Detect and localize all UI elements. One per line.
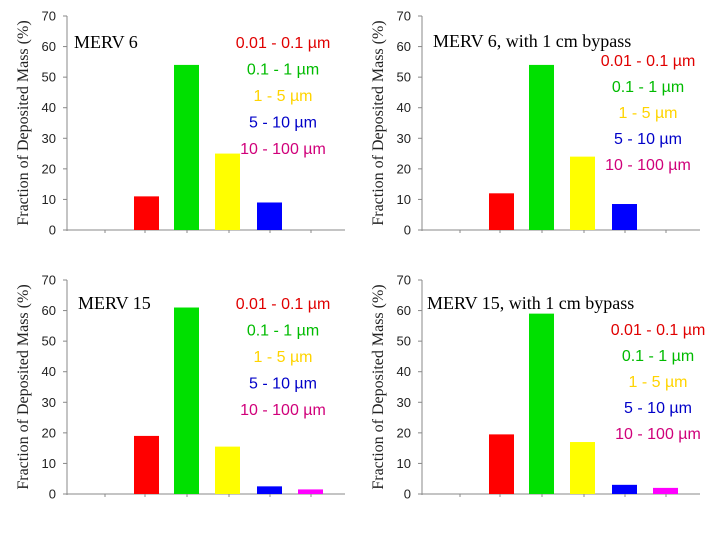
- bar-0-1-1-um: [529, 313, 554, 494]
- legend-entry-0-01-0-1-um: 0.01 - 0.1 µm: [611, 322, 706, 339]
- y-tick-label: 60: [397, 303, 411, 318]
- legend-entry-0-01-0-1-um: 0.01 - 0.1 µm: [601, 53, 696, 70]
- legend-entry-0-1-1-um: 0.1 - 1 µm: [612, 79, 684, 96]
- legend-entry-0-1-1-um: 0.1 - 1 µm: [247, 323, 319, 340]
- bar-0-01-0-1-um: [134, 196, 159, 230]
- legend-entry-1-5-um: 1 - 5 µm: [253, 88, 312, 105]
- y-tick-label: 0: [49, 223, 56, 238]
- y-tick-label: 40: [42, 100, 56, 115]
- legend-entry-5-10-um: 5 - 10 µm: [249, 115, 317, 132]
- y-tick-label: 10: [397, 192, 411, 207]
- bar-1-5-um: [570, 442, 595, 494]
- legend-entry-1-5-um: 1 - 5 µm: [253, 349, 312, 366]
- y-tick-label: 70: [397, 273, 411, 288]
- y-tick-label: 70: [42, 273, 56, 288]
- y-tick-label: 50: [42, 334, 56, 349]
- y-tick-label: 40: [42, 364, 56, 379]
- bar-10-100-um: [653, 487, 678, 494]
- legend-entry-10-100-um: 10 - 100 µm: [240, 402, 326, 419]
- y-tick-label: 30: [42, 131, 56, 146]
- y-tick-label: 70: [42, 9, 56, 24]
- y-tick-label: 20: [397, 425, 411, 440]
- y-tick-label: 20: [42, 425, 56, 440]
- y-tick-label: 20: [42, 161, 56, 176]
- chart-panel-4: 0 10 20 30 40 50 60 70 Fraction of Deposited Mas…: [370, 273, 705, 502]
- bar-0-1-1-um: [529, 64, 554, 231]
- legend-entry-1-5-um: 1 - 5 µm: [618, 105, 677, 122]
- y-tick-label: 60: [42, 39, 56, 54]
- y-tick-label: 30: [42, 395, 56, 410]
- bar-1-5-um: [215, 153, 240, 230]
- bar-5-10-um: [612, 484, 637, 494]
- bar-1-5-um: [570, 156, 595, 230]
- bar-0-01-0-1-um: [489, 193, 514, 230]
- y-axis-title: Fraction of Deposited Mass (%): [15, 284, 32, 489]
- legend-entry-0-01-0-1-um: 0.01 - 0.1 µm: [236, 296, 331, 313]
- y-tick-label: 40: [397, 100, 411, 115]
- y-tick-label: 20: [397, 161, 411, 176]
- bar-1-5-um: [215, 446, 240, 494]
- chart-title: MERV 6, with 1 cm bypass: [433, 31, 631, 51]
- y-tick-label: 50: [397, 334, 411, 349]
- y-tick-label: 50: [397, 70, 411, 85]
- y-tick-label: 30: [397, 131, 411, 146]
- y-tick-label: 0: [404, 223, 411, 238]
- bar-5-10-um: [257, 486, 282, 494]
- legend-entry-10-100-um: 10 - 100 µm: [605, 157, 691, 174]
- y-tick-label: 70: [397, 9, 411, 24]
- chart-panel-3: 0 10 20 30 40 50 60 70 Fraction of Deposited Mas…: [15, 273, 345, 502]
- chart-title: MERV 15, with 1 cm bypass: [427, 293, 634, 313]
- y-tick-label: 10: [397, 456, 411, 471]
- chart-panel-2: 0 10 20 30 40 50 60 70 Fraction of Deposited Mas…: [370, 9, 700, 238]
- chart-title: MERV 15: [78, 293, 151, 313]
- bar-0-01-0-1-um: [489, 434, 514, 494]
- y-axis-title: Fraction of Deposited Mass (%): [370, 284, 387, 489]
- y-tick-label: 30: [397, 395, 411, 410]
- y-tick-label: 40: [397, 364, 411, 379]
- y-tick-label: 60: [397, 39, 411, 54]
- legend-entry-0-01-0-1-um: 0.01 - 0.1 µm: [236, 35, 331, 52]
- legend-entry-10-100-um: 10 - 100 µm: [615, 426, 701, 443]
- legend-entry-5-10-um: 5 - 10 µm: [624, 400, 692, 417]
- y-tick-label: 50: [42, 70, 56, 85]
- legend-entry-0-1-1-um: 0.1 - 1 µm: [247, 62, 319, 79]
- legend-entry-5-10-um: 5 - 10 µm: [249, 376, 317, 393]
- y-tick-label: 0: [49, 487, 56, 502]
- y-tick-label: 10: [42, 192, 56, 207]
- bar-0-01-0-1-um: [134, 435, 159, 494]
- legend-entry-0-1-1-um: 0.1 - 1 µm: [622, 348, 694, 365]
- legend-entry-5-10-um: 5 - 10 µm: [614, 131, 682, 148]
- legend-entry-1-5-um: 1 - 5 µm: [628, 374, 687, 391]
- bar-0-1-1-um: [174, 307, 199, 494]
- y-tick-label: 60: [42, 303, 56, 318]
- chart-panel-1: 0 10 20 30 40 50 60 70 Fraction of Deposited Mas…: [15, 9, 345, 238]
- legend-entry-10-100-um: 10 - 100 µm: [240, 141, 326, 158]
- bar-5-10-um: [612, 204, 637, 230]
- y-tick-label: 10: [42, 456, 56, 471]
- chart-title: MERV 6: [74, 32, 138, 52]
- bar-10-100-um: [298, 489, 323, 494]
- y-tick-label: 0: [404, 487, 411, 502]
- bar-5-10-um: [257, 202, 282, 230]
- y-axis-title: Fraction of Deposited Mass (%): [370, 20, 387, 225]
- bar-0-1-1-um: [174, 64, 199, 231]
- y-axis-title: Fraction of Deposited Mass (%): [15, 20, 32, 225]
